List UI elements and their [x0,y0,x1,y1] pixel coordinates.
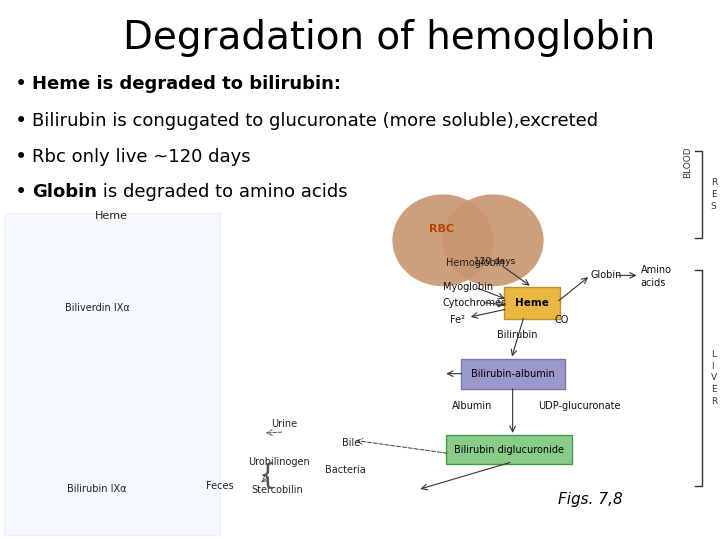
Text: Fe²: Fe² [450,315,465,325]
FancyBboxPatch shape [461,359,565,389]
Text: Figs. 7,8: Figs. 7,8 [558,492,623,507]
Text: •: • [14,73,27,94]
Ellipse shape [443,194,544,286]
FancyBboxPatch shape [446,435,572,464]
Text: R
E
S: R E S [711,178,717,211]
Text: is degraded to amino acids: is degraded to amino acids [97,183,348,201]
Text: {: { [259,462,276,490]
Text: Myoglobin: Myoglobin [443,282,493,292]
Text: L
I
V
E
R: L I V E R [711,350,717,406]
Text: CO: CO [554,315,569,325]
Text: Globin: Globin [32,183,97,201]
Text: RBC: RBC [429,225,454,234]
Text: Heme: Heme [515,298,549,308]
FancyBboxPatch shape [4,213,220,535]
Text: BLOOD: BLOOD [683,146,692,178]
Text: Heme: Heme [95,211,128,221]
Text: Hemoglobin: Hemoglobin [446,258,505,268]
Text: Bilirubin diglucuronide: Bilirubin diglucuronide [454,444,564,455]
Text: Cytochromes: Cytochromes [443,299,507,308]
Text: Stercobilin: Stercobilin [251,485,303,495]
Text: Rbc only live ~120 days: Rbc only live ~120 days [32,147,251,166]
Text: Urobilinogen: Urobilinogen [248,457,310,467]
Text: UDP-glucuronate: UDP-glucuronate [539,401,621,411]
FancyBboxPatch shape [504,287,560,319]
Text: Bilirubin is congugated to glucuronate (more soluble),excreted: Bilirubin is congugated to glucuronate (… [32,112,598,131]
Text: Amino: Amino [641,265,672,275]
Text: Bile: Bile [342,438,361,448]
Text: Biliverdin IXα: Biliverdin IXα [65,303,130,313]
Text: Bilirubin IXα: Bilirubin IXα [68,484,127,494]
Text: •: • [14,111,27,132]
Text: Globin: Globin [590,271,622,280]
Text: 120 days: 120 days [474,258,515,266]
Text: Bacteria: Bacteria [325,465,366,475]
Text: Bilirubin-albumin: Bilirubin-albumin [471,369,555,379]
Text: Feces: Feces [206,481,233,491]
Text: acids: acids [641,279,666,288]
Text: Bilirubin: Bilirubin [497,330,537,340]
Ellipse shape [392,194,493,286]
Text: Albumin: Albumin [452,401,492,411]
Text: Degradation of hemoglobin: Degradation of hemoglobin [122,19,655,57]
Text: Heme is degraded to bilirubin:: Heme is degraded to bilirubin: [32,75,341,93]
Text: •: • [14,146,27,167]
Text: Urine: Urine [271,419,297,429]
Text: •: • [14,181,27,202]
